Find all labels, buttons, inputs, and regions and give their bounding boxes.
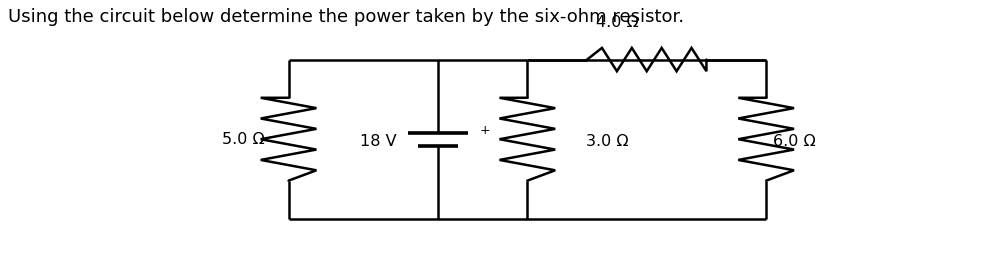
Text: 3.0 Ω: 3.0 Ω bbox=[585, 134, 627, 149]
Text: 6.0 Ω: 6.0 Ω bbox=[772, 134, 815, 149]
Text: +: + bbox=[479, 124, 490, 137]
Text: Using the circuit below determine the power taken by the six-ohm resistor.: Using the circuit below determine the po… bbox=[8, 8, 684, 26]
Text: 18 V: 18 V bbox=[360, 134, 396, 149]
Text: 5.0 Ω: 5.0 Ω bbox=[223, 132, 264, 147]
Text: 4.0 Ω: 4.0 Ω bbox=[595, 15, 637, 30]
